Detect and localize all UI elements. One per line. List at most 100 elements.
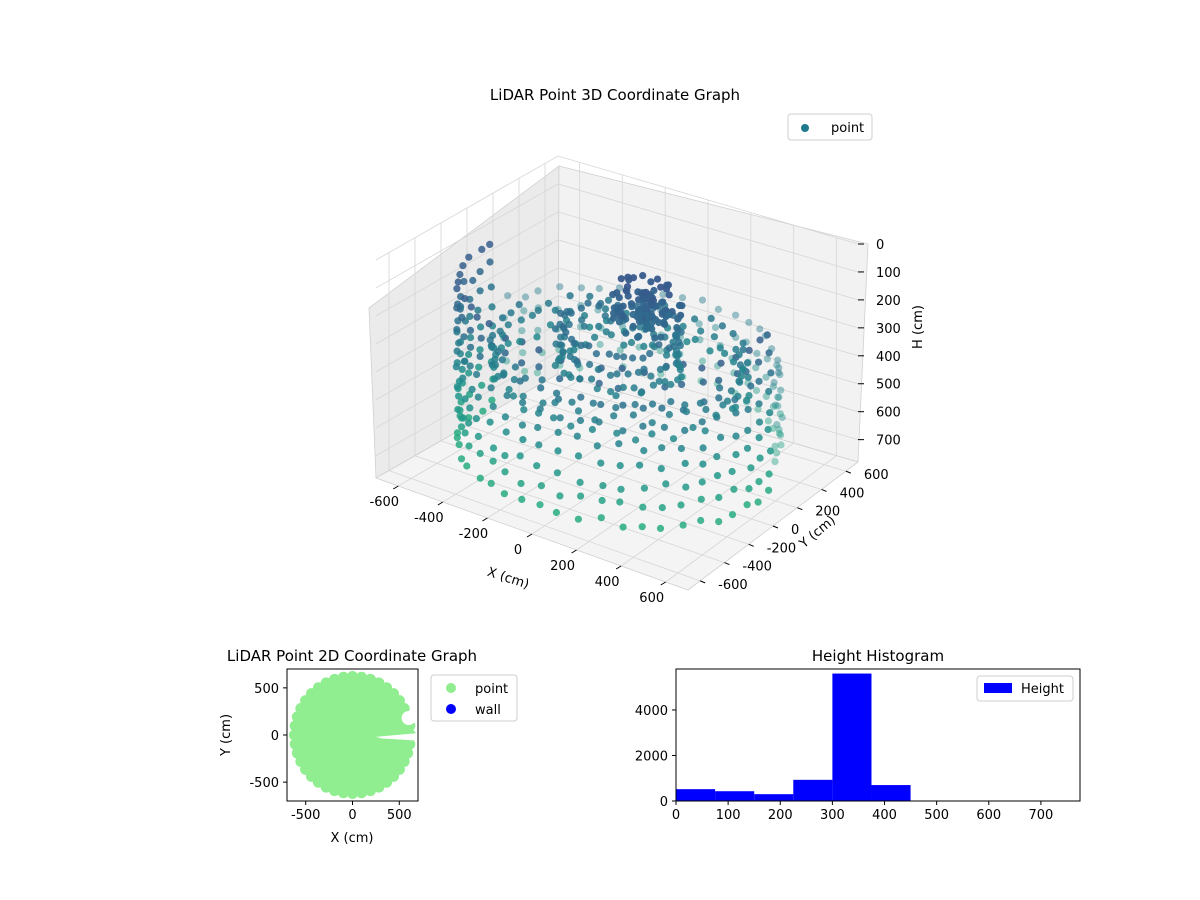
- point-3d-449: [613, 429, 621, 437]
- point-3d-523: [578, 316, 586, 324]
- point-3d-642: [657, 283, 665, 291]
- point-3d-253: [554, 428, 562, 436]
- point-3d-598: [674, 315, 682, 323]
- point-3d-308: [681, 459, 689, 467]
- point-3d-108: [534, 287, 542, 295]
- point-3d-461: [689, 423, 697, 432]
- point-3d-310: [677, 501, 685, 509]
- point-3d-568: [613, 370, 621, 378]
- point-3d-145: [466, 334, 475, 342]
- point-3d-226: [501, 413, 509, 421]
- point-3d-110: [534, 326, 542, 334]
- z-tick-3d: 600: [876, 406, 901, 421]
- legend-hist: Height: [976, 675, 1074, 702]
- point-3d-544: [556, 341, 564, 349]
- point-3d-418: [488, 343, 496, 351]
- point-3d-647: [651, 334, 659, 342]
- point-3d-440: [550, 414, 558, 422]
- point-3d-265: [577, 492, 585, 500]
- point-3d-563: [593, 385, 601, 393]
- point-3d-302: [656, 524, 665, 533]
- point-3d-217: [489, 402, 497, 410]
- point-3d-653: [622, 329, 630, 337]
- point-3d-115: [518, 327, 526, 335]
- point-2d-edge: [337, 671, 349, 683]
- point-3d-177: [453, 285, 461, 293]
- point-3d-117: [521, 367, 529, 375]
- point-3d-522: [577, 304, 586, 312]
- z-axis-label-3d: H (cm): [911, 305, 926, 349]
- point-3d-409: [504, 321, 512, 329]
- point-3d-447: [612, 404, 620, 412]
- point-3d-178: [453, 304, 461, 312]
- point-3d-408: [507, 309, 515, 317]
- point-3d-126: [488, 303, 496, 311]
- point-3d-570: [620, 353, 628, 361]
- point-3d-209: [472, 415, 480, 423]
- z-tick-3d: 300: [876, 322, 901, 337]
- point-3d-335: [732, 451, 740, 459]
- point-3d-135: [474, 306, 482, 314]
- point-3d-673: [658, 310, 666, 318]
- x-tick-3d: 600: [639, 591, 664, 606]
- point-3d-545: [554, 356, 563, 364]
- point-3d-12: [765, 387, 773, 396]
- hist-bar-0: [676, 789, 716, 801]
- point-3d-28: [775, 364, 783, 372]
- point-3d-125: [487, 283, 495, 291]
- point-3d-321: [717, 359, 725, 367]
- point-3d-369: [718, 322, 727, 330]
- point-3d-342: [744, 405, 752, 414]
- point-2d-edge: [356, 787, 368, 799]
- point-3d-584: [655, 377, 663, 385]
- point-3d-212: [476, 474, 484, 482]
- point-3d-113: [521, 293, 530, 301]
- point-3d-500: [648, 341, 657, 349]
- point-3d-453: [648, 400, 657, 408]
- point-3d-666: [622, 286, 630, 294]
- point-3d-603: [653, 275, 662, 283]
- point-3d-179: [453, 326, 461, 334]
- point-3d-22: [771, 458, 779, 466]
- point-3d-316: [699, 444, 707, 452]
- point-3d-176: [453, 434, 461, 442]
- point-3d-579: [646, 350, 654, 358]
- x-tick-hist: 0: [672, 808, 680, 823]
- legend-2d-point-marker: [446, 683, 456, 693]
- point-3d-225: [503, 391, 511, 400]
- point-3d-131: [488, 396, 496, 404]
- point-3d-503: [640, 342, 648, 350]
- point-3d-476: [677, 373, 685, 381]
- point-3d-218: [486, 418, 494, 426]
- point-3d-199: [468, 385, 476, 393]
- point-3d-244: [534, 423, 542, 432]
- point-3d-262: [573, 432, 581, 440]
- point-3d-307: [677, 444, 686, 453]
- legend-3d-label: point: [831, 121, 864, 136]
- point-3d-540: [551, 325, 560, 333]
- hist-title: Height Histogram: [812, 647, 944, 665]
- point-3d-20: [773, 421, 781, 429]
- point-3d-441: [568, 398, 576, 406]
- y-axis-label-2d: Y (cm): [219, 714, 234, 757]
- point-3d-554: [567, 373, 575, 381]
- point-3d-379: [679, 322, 687, 330]
- point-3d-266: [574, 515, 583, 523]
- point-3d-580: [647, 372, 655, 380]
- point-3d-358: [744, 373, 752, 381]
- point-3d-299: [657, 465, 665, 473]
- point-3d-250: [556, 375, 564, 383]
- x-tick-hist: 300: [820, 808, 845, 823]
- point-3d-228: [501, 452, 509, 460]
- point-3d-688: [619, 302, 627, 310]
- point-3d-407: [516, 337, 524, 346]
- point-3d-566: [607, 388, 615, 396]
- point-3d-282: [617, 485, 625, 493]
- point-3d-509: [620, 341, 628, 349]
- point-3d-438: [553, 389, 561, 397]
- point-3d-319: [697, 495, 705, 503]
- y-tick-3d: -600: [718, 578, 748, 593]
- point-3d-401: [546, 321, 555, 329]
- point-3d-344: [743, 444, 752, 452]
- point-2d-edge: [356, 671, 368, 683]
